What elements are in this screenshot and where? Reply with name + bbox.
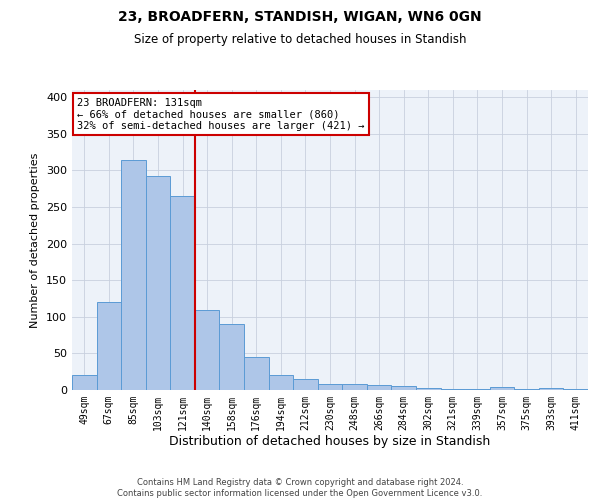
Bar <box>97 302 121 390</box>
Bar <box>490 387 514 390</box>
Bar <box>269 376 293 390</box>
Bar <box>146 176 170 390</box>
Bar <box>244 357 269 390</box>
Bar <box>121 160 146 390</box>
Bar <box>563 388 588 390</box>
Y-axis label: Number of detached properties: Number of detached properties <box>31 152 40 328</box>
Text: Contains HM Land Registry data © Crown copyright and database right 2024.
Contai: Contains HM Land Registry data © Crown c… <box>118 478 482 498</box>
Bar <box>416 388 440 390</box>
Text: Distribution of detached houses by size in Standish: Distribution of detached houses by size … <box>169 435 491 448</box>
Bar <box>220 324 244 390</box>
Bar <box>318 384 342 390</box>
Text: Size of property relative to detached houses in Standish: Size of property relative to detached ho… <box>134 32 466 46</box>
Bar <box>391 386 416 390</box>
Bar <box>170 196 195 390</box>
Text: 23 BROADFERN: 131sqm
← 66% of detached houses are smaller (860)
32% of semi-deta: 23 BROADFERN: 131sqm ← 66% of detached h… <box>77 98 365 130</box>
Bar <box>72 376 97 390</box>
Text: 23, BROADFERN, STANDISH, WIGAN, WN6 0GN: 23, BROADFERN, STANDISH, WIGAN, WN6 0GN <box>118 10 482 24</box>
Bar <box>367 385 391 390</box>
Bar <box>440 388 465 390</box>
Bar <box>342 384 367 390</box>
Bar <box>514 388 539 390</box>
Bar <box>539 388 563 390</box>
Bar <box>293 379 318 390</box>
Bar <box>465 388 490 390</box>
Bar <box>195 310 220 390</box>
